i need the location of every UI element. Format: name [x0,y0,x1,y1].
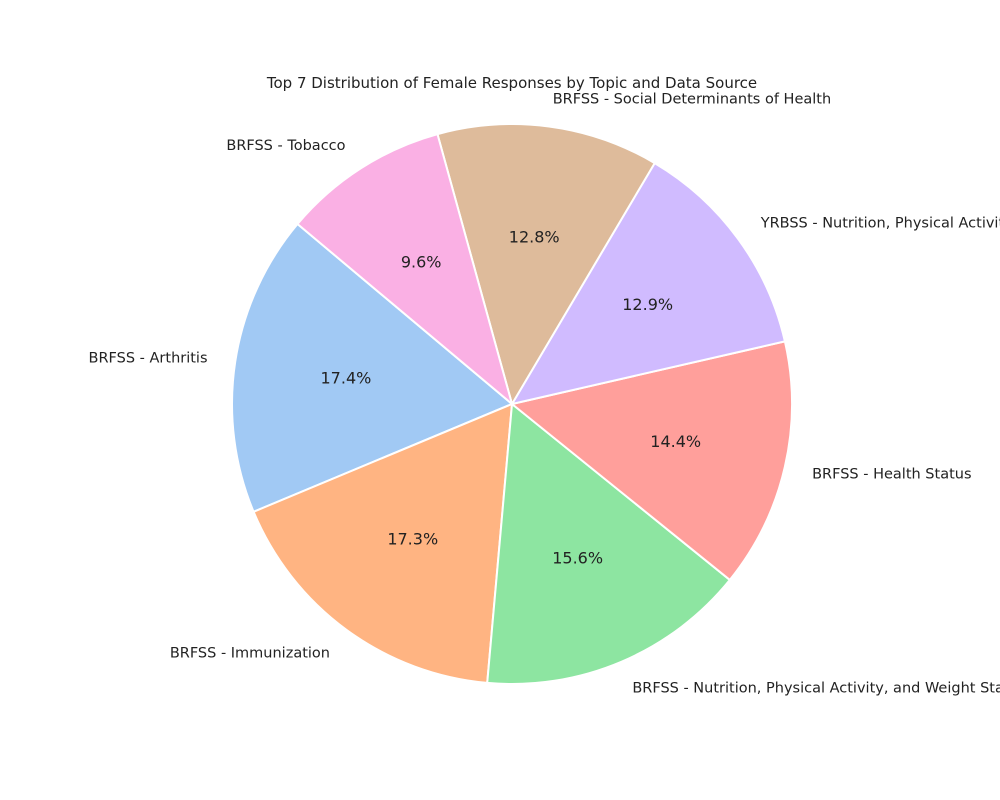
percent-label-0: 17.4% [321,369,372,388]
category-label-2: BRFSS - Nutrition, Physical Activity, an… [632,681,1000,697]
category-label-5: BRFSS - Social Determinants of Health [553,92,831,108]
pie-slice-1 [252,402,514,684]
pie-slice-0 [231,222,514,514]
pie-slice-5 [436,123,657,407]
percent-label-6: 9.6% [401,253,442,272]
category-label-1: BRFSS - Immunization [170,645,330,661]
category-label-6: BRFSS - Tobacco [226,138,345,154]
pie-slices [231,123,793,685]
pie-slice-2 [486,402,732,685]
pie-slice-4 [509,161,787,406]
percent-labels: 17.4% 17.3% 15.6% 14.4% 12.9% 12.8% 9.6% [321,227,702,567]
percent-label-3: 14.4% [650,432,701,451]
pie-slice-6 [296,132,514,407]
category-label-3: BRFSS - Health Status [812,466,971,482]
percent-label-2: 15.6% [552,549,603,568]
category-labels: BRFSS - Arthritis BRFSS - Immunization BRF… [89,92,1000,697]
category-label-0: BRFSS - Arthritis [89,351,208,367]
chart-title: Top 7 Distribution of Female Responses b… [266,74,757,92]
category-label-4: YRBSS - Nutrition, Physical Activity [760,215,1000,231]
percent-label-5: 12.8% [509,227,560,246]
percent-label-1: 17.3% [387,530,438,549]
percent-label-4: 12.9% [622,295,673,314]
pie-slice-3 [509,340,793,582]
